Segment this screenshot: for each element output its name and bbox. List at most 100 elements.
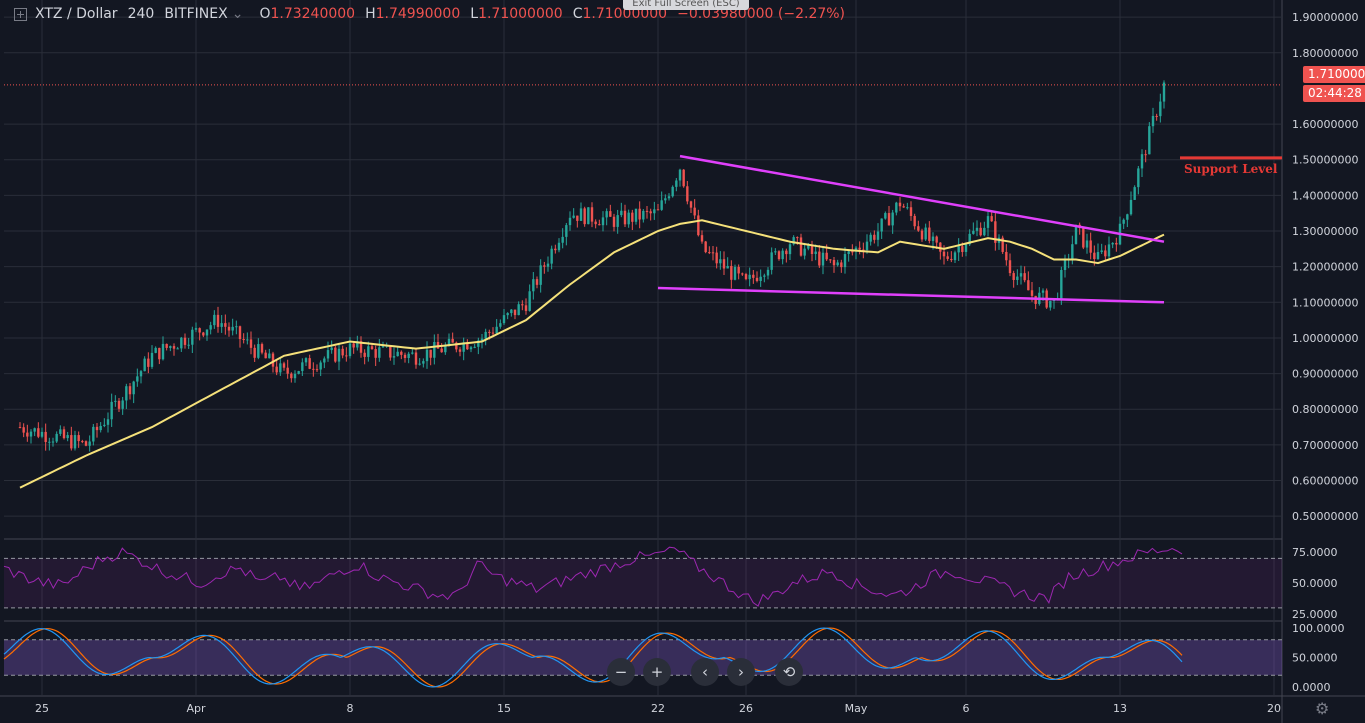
interval[interactable]: 240 <box>127 6 155 22</box>
candle-body <box>840 262 843 268</box>
candle-body <box>1151 115 1155 127</box>
candle-body <box>440 348 443 353</box>
zoom-in-button[interactable]: + <box>643 658 671 686</box>
time-tick-label: 6 <box>963 702 970 715</box>
candle-body <box>224 323 227 327</box>
candle-body <box>814 251 817 255</box>
candle-body <box>1115 242 1118 245</box>
gear-icon[interactable]: ⚙ <box>1315 699 1330 718</box>
candle-body <box>781 250 784 260</box>
candle-body <box>994 221 997 243</box>
candle-body <box>748 274 751 280</box>
candle-body <box>671 186 674 197</box>
candle-body <box>18 427 22 429</box>
candle-body <box>631 212 634 222</box>
rsi-tick-label: 75.0000 <box>1292 546 1338 559</box>
candle-body <box>293 373 297 379</box>
candle-body <box>392 356 396 358</box>
candle-body <box>59 429 62 434</box>
candle-body <box>363 352 366 357</box>
candle-body <box>521 304 524 306</box>
candle-body <box>231 326 234 331</box>
candle-body <box>114 400 117 402</box>
moving-average-line <box>19 219 1165 489</box>
candle-body <box>290 373 293 379</box>
candle-body <box>264 352 267 359</box>
candle-body <box>898 202 902 207</box>
candle-body <box>928 227 931 241</box>
candle-body <box>590 207 594 222</box>
candle-body <box>675 180 678 187</box>
expand-icon[interactable] <box>14 7 27 21</box>
candle-body <box>913 215 916 227</box>
candle-body <box>869 234 872 242</box>
candle-body <box>1063 259 1067 270</box>
rsi-pane <box>3 546 1282 609</box>
candle-body <box>1096 252 1100 260</box>
reset-icon[interactable]: ⟲ <box>775 658 803 686</box>
zoom-out-button[interactable]: − <box>607 658 635 686</box>
price-tick-label: 1.10000000 <box>1292 296 1358 309</box>
candle-body <box>634 208 638 222</box>
candle-body <box>158 347 161 360</box>
candle-body <box>942 251 946 257</box>
chevron-down-icon[interactable]: ⌄ <box>231 6 244 22</box>
candle-body <box>711 252 715 254</box>
candle-body <box>975 227 979 231</box>
candle-body <box>557 242 561 251</box>
candle-body <box>550 248 553 264</box>
close-value: 1.71000000 <box>582 6 668 22</box>
candle-body <box>741 273 744 275</box>
candle-body <box>752 274 755 278</box>
candle-body <box>253 347 256 358</box>
candle-body <box>587 207 590 225</box>
time-tick-label: 8 <box>347 702 354 715</box>
candle-body <box>1093 252 1096 260</box>
candle-body <box>664 198 667 201</box>
candle-body <box>785 250 788 255</box>
candle-body <box>880 218 883 232</box>
candle-body <box>381 345 385 348</box>
candle-body <box>1107 244 1111 257</box>
time-tick-label: 25 <box>35 702 49 715</box>
candle-body <box>950 258 953 261</box>
symbol-name[interactable]: XTZ / Dollar <box>35 6 118 22</box>
candle-body <box>807 244 810 249</box>
candle-body <box>546 263 550 267</box>
candles <box>18 80 1166 452</box>
candle-body <box>510 309 513 314</box>
candle-body <box>730 265 733 280</box>
low-value: 1.71000000 <box>478 6 563 22</box>
candle-body <box>279 363 282 373</box>
candle-body <box>330 347 333 351</box>
candle-body <box>686 186 689 202</box>
candle-body <box>1008 260 1012 274</box>
candle-body <box>1060 269 1063 299</box>
candle-body <box>524 305 528 311</box>
candle-body <box>411 352 414 354</box>
candle-body <box>491 332 495 334</box>
candle-body <box>656 209 660 211</box>
candle-body <box>202 332 205 336</box>
exit-fullscreen-button[interactable]: Exit Full Screen (ESC) <box>623 0 749 10</box>
rsi-tick-label: 25.0000 <box>1292 608 1338 621</box>
candle-body <box>1122 219 1125 224</box>
candle-body <box>953 252 957 261</box>
candle-body <box>1144 154 1147 156</box>
stoch-tick-label: 100.0000 <box>1292 622 1345 635</box>
time-tick-label: 20 <box>1267 702 1281 715</box>
candle-body <box>682 169 685 187</box>
scroll-left-button[interactable]: ‹ <box>691 658 719 686</box>
price-tick-label: 1.90000000 <box>1292 11 1358 24</box>
candle-body <box>323 358 326 363</box>
candle-body <box>194 328 198 330</box>
candle-body <box>865 241 869 251</box>
stoch-k-line <box>3 627 1183 688</box>
candle-body <box>81 441 84 443</box>
candle-body <box>803 248 806 256</box>
candle-body <box>334 347 337 362</box>
scroll-right-button[interactable]: › <box>727 658 755 686</box>
candle-body <box>986 216 990 228</box>
exchange[interactable]: BITFINEX <box>164 6 228 22</box>
